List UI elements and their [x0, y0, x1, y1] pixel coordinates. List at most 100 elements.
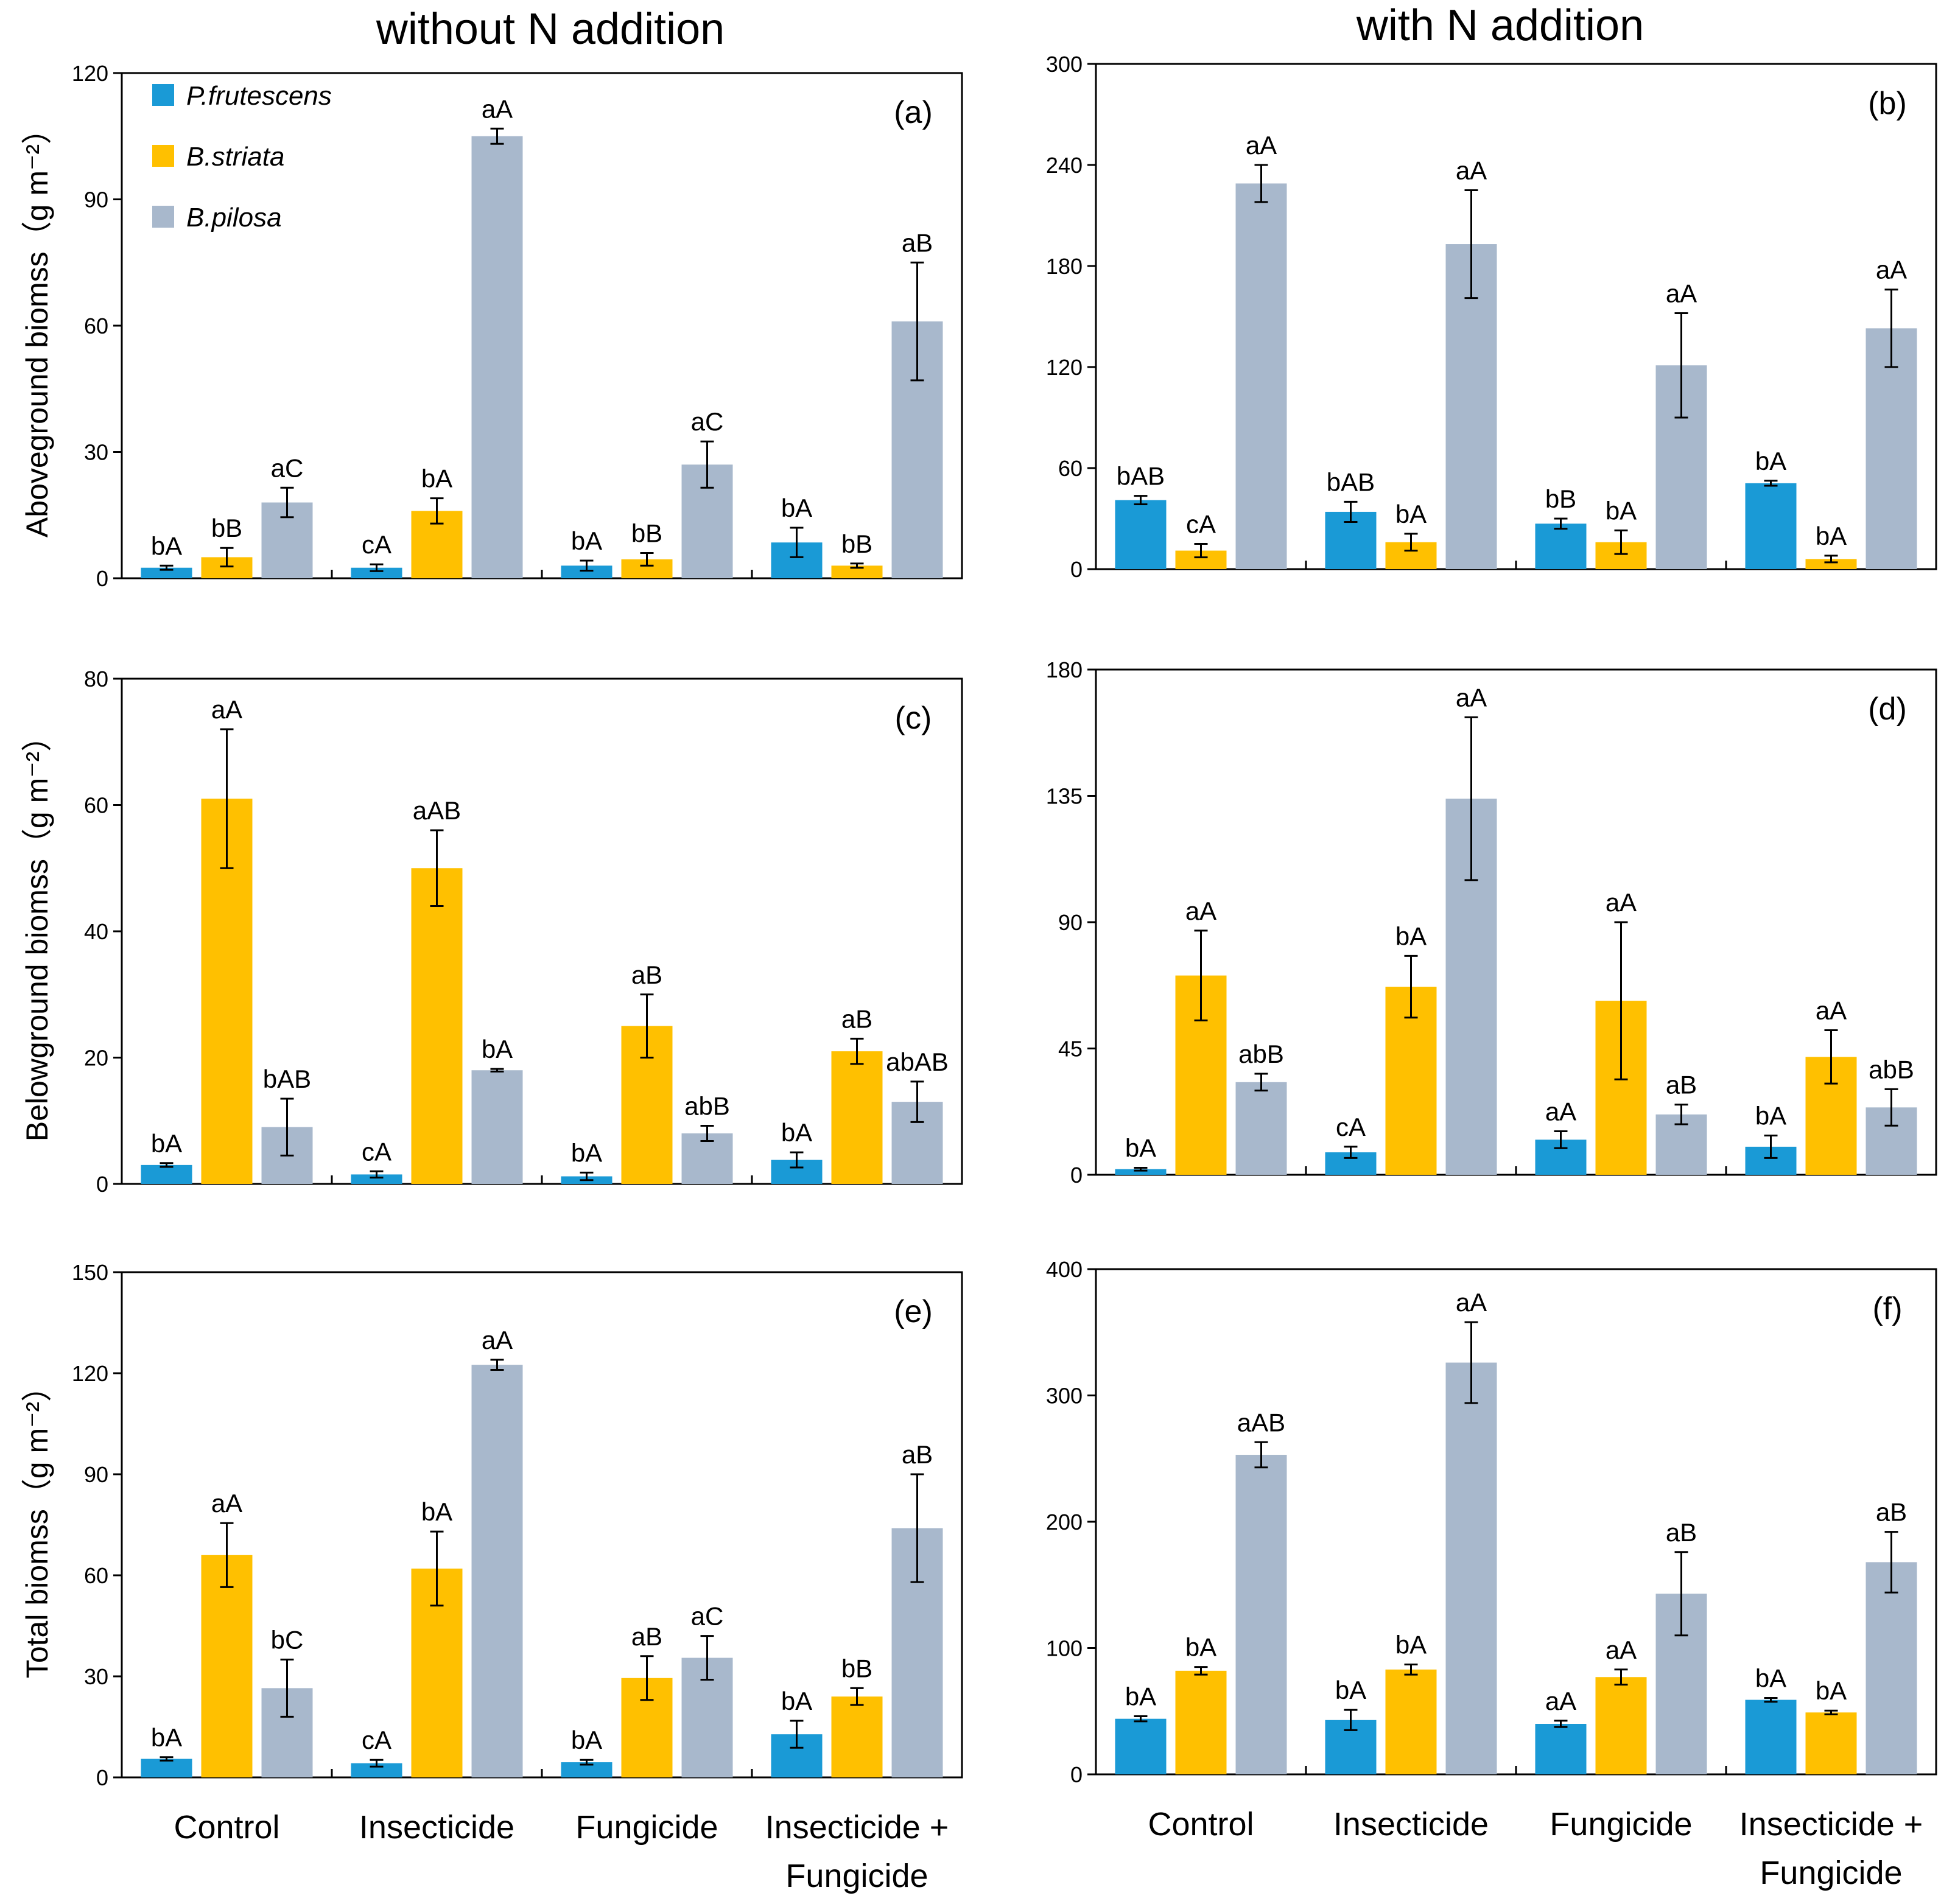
- error-bar: [160, 564, 174, 571]
- significance-label: aA: [1876, 256, 1907, 284]
- y-tick-label: 120: [72, 61, 108, 86]
- significance-label: bA: [1816, 1676, 1847, 1705]
- category-label: Insecticide: [359, 1809, 514, 1846]
- significance-label: bAB: [263, 1065, 311, 1093]
- significance-label: aB: [841, 1004, 872, 1033]
- significance-label: aA: [482, 1326, 513, 1354]
- significance-label: aA: [1456, 1288, 1487, 1317]
- significance-label: aB: [1876, 1498, 1907, 1527]
- error-bar: [1464, 189, 1478, 299]
- significance-label: aA: [211, 695, 242, 724]
- error-bar: [430, 829, 444, 907]
- error-bar: [790, 1151, 804, 1169]
- significance-label: bA: [1755, 447, 1786, 475]
- error-bar: [640, 552, 654, 567]
- y-tick-label: 240: [1046, 153, 1083, 178]
- significance-label: bA: [781, 1118, 812, 1147]
- bar-p-frutescens: [141, 1759, 192, 1777]
- significance-label: bB: [631, 519, 662, 548]
- significance-label: aA: [1185, 897, 1216, 925]
- legend-label: P.frutescens: [186, 81, 332, 111]
- error-bar: [1464, 716, 1478, 881]
- y-tick-label: 180: [1046, 254, 1083, 279]
- error-bar: [700, 440, 714, 489]
- y-tick-label: 60: [84, 793, 108, 818]
- category-label: Control: [1148, 1806, 1254, 1843]
- y-tick-label: 45: [1058, 1037, 1083, 1062]
- bar-b-striata: [1385, 1669, 1437, 1774]
- bar-b-striata: [1805, 1712, 1857, 1774]
- title-left: without N addition: [376, 5, 725, 54]
- significance-label: bB: [841, 1654, 872, 1682]
- significance-label: bA: [421, 464, 452, 493]
- y-tick-label: 120: [1046, 355, 1083, 380]
- significance-label: bA: [1395, 922, 1427, 950]
- error-bar: [1614, 1668, 1628, 1686]
- error-bar: [220, 728, 234, 869]
- error-bar: [1194, 1666, 1208, 1676]
- bar-b-pilosa: [1445, 1362, 1497, 1774]
- category-label: Fungicide: [575, 1809, 718, 1846]
- panel-c: 0 20 40 60 80 Belowground biomss（g m⁻²） (c) bA a…: [20, 667, 963, 1197]
- significance-label: cA: [362, 1726, 391, 1754]
- bar-p-frutescens: [1535, 523, 1587, 569]
- significance-label: bB: [841, 530, 872, 558]
- error-bar: [700, 1635, 714, 1681]
- y-tick-label: 120: [72, 1361, 108, 1386]
- error-bar: [1344, 1709, 1358, 1731]
- bar-p-frutescens: [1745, 483, 1797, 569]
- bar-b-striata: [201, 1555, 253, 1777]
- bar-p-frutescens: [1535, 1724, 1587, 1774]
- error-bar: [1254, 1441, 1268, 1469]
- significance-label: bA: [151, 1129, 182, 1158]
- y-tick-label: 30: [84, 1664, 108, 1689]
- significance-label: cA: [1186, 510, 1216, 539]
- panel-label: (e): [894, 1294, 933, 1329]
- bar-b-pilosa: [1235, 1455, 1287, 1774]
- error-bar: [1194, 929, 1208, 1021]
- significance-label: bA: [421, 1497, 452, 1526]
- significance-label: aA: [1606, 1636, 1637, 1664]
- significance-label: aA: [1456, 156, 1487, 185]
- error-bar: [1674, 312, 1688, 419]
- error-bar: [1554, 1130, 1568, 1149]
- y-axis-label: Belowground biomss（g m⁻²）: [20, 721, 54, 1142]
- error-bar: [370, 1759, 384, 1768]
- y-tick-label: 60: [1058, 456, 1083, 481]
- bar-p-frutescens: [1745, 1699, 1797, 1774]
- significance-label: aA: [482, 94, 513, 123]
- error-bar: [850, 1037, 864, 1065]
- error-bar: [430, 1530, 444, 1607]
- y-tick-label: 90: [84, 187, 108, 212]
- error-bar: [1404, 533, 1418, 552]
- significance-label: bB: [211, 514, 242, 542]
- significance-label: aA: [1545, 1097, 1576, 1126]
- significance-label: abB: [1869, 1055, 1914, 1083]
- category-label: Fungicide: [1550, 1806, 1692, 1843]
- bar-p-frutescens: [1115, 1718, 1167, 1774]
- significance-label: aA: [1246, 131, 1277, 159]
- error-bar: [850, 1687, 864, 1706]
- panel-label: (d): [1868, 691, 1907, 727]
- significance-label: aB: [631, 961, 662, 989]
- legend: P.frutescens B.striata B.pilosa: [152, 81, 332, 233]
- error-bar: [790, 1720, 804, 1749]
- significance-label: cA: [1336, 1113, 1366, 1141]
- significance-label: abB: [1238, 1040, 1284, 1068]
- significance-label: bB: [1545, 485, 1576, 513]
- significance-label: aC: [691, 407, 724, 436]
- bar-b-pilosa: [471, 1070, 523, 1184]
- error-bar: [490, 1359, 504, 1371]
- y-tick-label: 60: [84, 1563, 108, 1588]
- error-bar: [1254, 164, 1268, 203]
- y-tick-label: 0: [1070, 1163, 1083, 1188]
- y-tick-label: 135: [1046, 784, 1083, 809]
- y-tick-label: 40: [84, 919, 108, 944]
- significance-label: bC: [271, 1625, 304, 1654]
- bar-b-pilosa: [471, 136, 523, 578]
- y-tick-label: 300: [1046, 52, 1083, 77]
- title-right: with N addition: [1356, 1, 1644, 50]
- significance-label: bAB: [1327, 467, 1375, 496]
- error-bar: [580, 559, 594, 572]
- significance-label: aB: [1666, 1518, 1697, 1547]
